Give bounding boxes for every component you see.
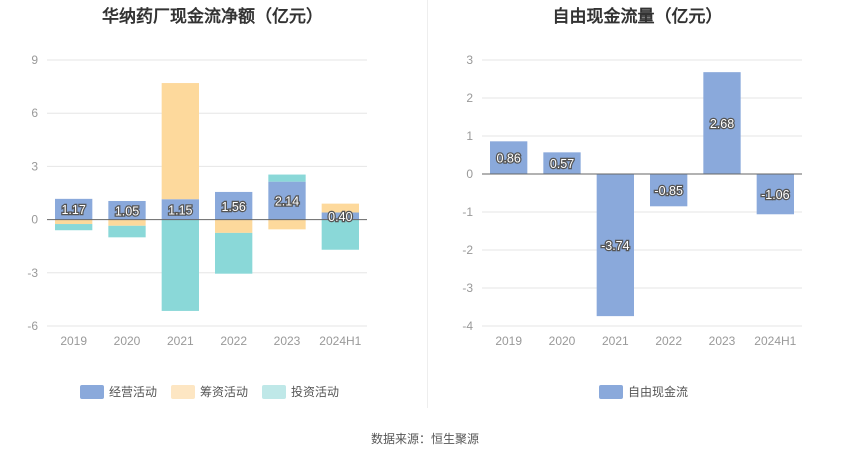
cf-ytick-label: -6 (27, 319, 38, 333)
cf-xtick-label: 2023 (274, 334, 301, 348)
fcf-bar-自由现金流-2022 (650, 174, 688, 207)
cf-xtick-label: 2022 (220, 334, 247, 348)
cf-data-label: 2.14 (275, 195, 299, 209)
cf-xtick-label: 2019 (60, 334, 87, 348)
legend-swatch-financing (171, 384, 196, 399)
legend-cashflow: 经营活动 筹资活动 投资活动 (80, 383, 339, 400)
fcf-data-label: -1.06 (761, 188, 790, 202)
fcf-bar-自由现金流-2019 (490, 141, 528, 174)
fcf-xtick-label: 2023 (709, 334, 736, 348)
fcf-xtick-label: 2022 (655, 334, 682, 348)
legend-label-financing: 筹资活动 (200, 385, 249, 399)
cf-bar-经营活动-2021 (161, 199, 199, 220)
data-source-note: 数据来源：恒生聚源 (370, 432, 479, 446)
legend-swatch-free-cashflow (599, 384, 623, 399)
fcf-data-label: 0.57 (550, 157, 574, 171)
chart-title-cashflow: 华纳药厂现金流净额（亿元） (102, 7, 323, 27)
panel-divider (427, 0, 428, 408)
cf-ytick-label: 0 (31, 213, 38, 227)
fcf-ytick-label: 3 (466, 53, 473, 67)
cf-bar-筹资活动-2024H1 (321, 203, 359, 213)
fcf-xtick-label: 2019 (495, 334, 522, 348)
cf-xtick-label: 2020 (114, 334, 141, 348)
fcf-xtick-label: 2024H1 (754, 334, 796, 348)
legend-item-financing[interactable]: 筹资活动 (171, 383, 248, 400)
cf-bar-经营活动-2022 (215, 191, 253, 220)
fcf-ytick-label: 1 (466, 129, 473, 143)
fcf-ytick-label: -2 (462, 243, 473, 257)
fcf-ytick-label: -1 (462, 205, 473, 219)
cf-bar-经营活动-2023 (268, 181, 306, 220)
fcf-data-label: -0.85 (654, 184, 683, 198)
cf-ytick-label: 3 (31, 159, 38, 173)
legend-free-cashflow: 自由现金流 (599, 383, 688, 400)
fcf-bar-自由现金流-2024H1 (756, 174, 794, 215)
legend-label-investing: 投资活动 (291, 385, 340, 399)
fcf-ytick-label: 2 (466, 91, 473, 105)
cf-data-label: 1.05 (115, 204, 139, 218)
legend-item-operating[interactable]: 经营活动 (80, 383, 157, 400)
fcf-data-label: -3.74 (601, 239, 630, 253)
cf-bar-筹资活动-2022 (215, 219, 253, 233)
cf-bar-投资活动-2019 (55, 224, 93, 231)
cf-bar-筹资活动-2021 (161, 83, 199, 200)
fcf-bar-自由现金流-2021 (596, 174, 634, 317)
legend-label-operating: 经营活动 (109, 385, 158, 399)
cf-ytick-label: 9 (31, 53, 38, 67)
cf-data-label: 0.40 (328, 210, 352, 224)
cf-bar-经营活动-2020 (108, 200, 146, 220)
cf-bar-筹资活动-2019 (55, 219, 93, 225)
cf-data-label: 1.15 (168, 203, 192, 217)
cf-xtick-label: 2024H1 (319, 334, 361, 348)
fcf-ytick-label: -4 (462, 319, 473, 333)
cf-bar-经营活动-2019 (55, 198, 93, 220)
cf-bar-筹资活动-2020 (108, 219, 146, 226)
cf-bar-投资活动-2020 (108, 225, 146, 238)
cf-bar-投资活动-2021 (161, 219, 199, 311)
legend-swatch-operating (80, 384, 104, 399)
cf-bar-投资活动-2022 (215, 232, 253, 274)
fcf-xtick-label: 2020 (549, 334, 576, 348)
cf-bar-经营活动-2024H1 (321, 212, 359, 220)
cf-ytick-label: -3 (27, 266, 38, 280)
legend-swatch-investing (262, 384, 287, 399)
fcf-data-label: 2.68 (710, 117, 734, 131)
cf-xtick-label: 2021 (167, 334, 194, 348)
cf-data-label: 1.56 (221, 200, 245, 214)
cf-bar-筹资活动-2023 (268, 219, 306, 230)
legend-item-investing[interactable]: 投资活动 (262, 383, 339, 400)
legend-label-free-cashflow: 自由现金流 (628, 385, 689, 399)
fcf-xtick-label: 2021 (602, 334, 629, 348)
chart-title-free-cashflow: 自由现金流量（亿元） (552, 7, 723, 27)
fcf-ytick-label: 0 (466, 167, 473, 181)
legend-item-free-cashflow[interactable]: 自由现金流 (599, 383, 688, 400)
fcf-bar-自由现金流-2023 (703, 72, 741, 174)
fcf-ytick-label: -3 (462, 281, 473, 295)
cf-ytick-label: 6 (31, 106, 38, 120)
fcf-data-label: 0.86 (496, 152, 520, 166)
fcf-bar-自由现金流-2020 (543, 152, 581, 174)
cf-data-label: 1.17 (61, 203, 85, 217)
cf-bar-投资活动-2024H1 (321, 219, 359, 250)
cf-bar-投资活动-2023 (268, 174, 306, 182)
